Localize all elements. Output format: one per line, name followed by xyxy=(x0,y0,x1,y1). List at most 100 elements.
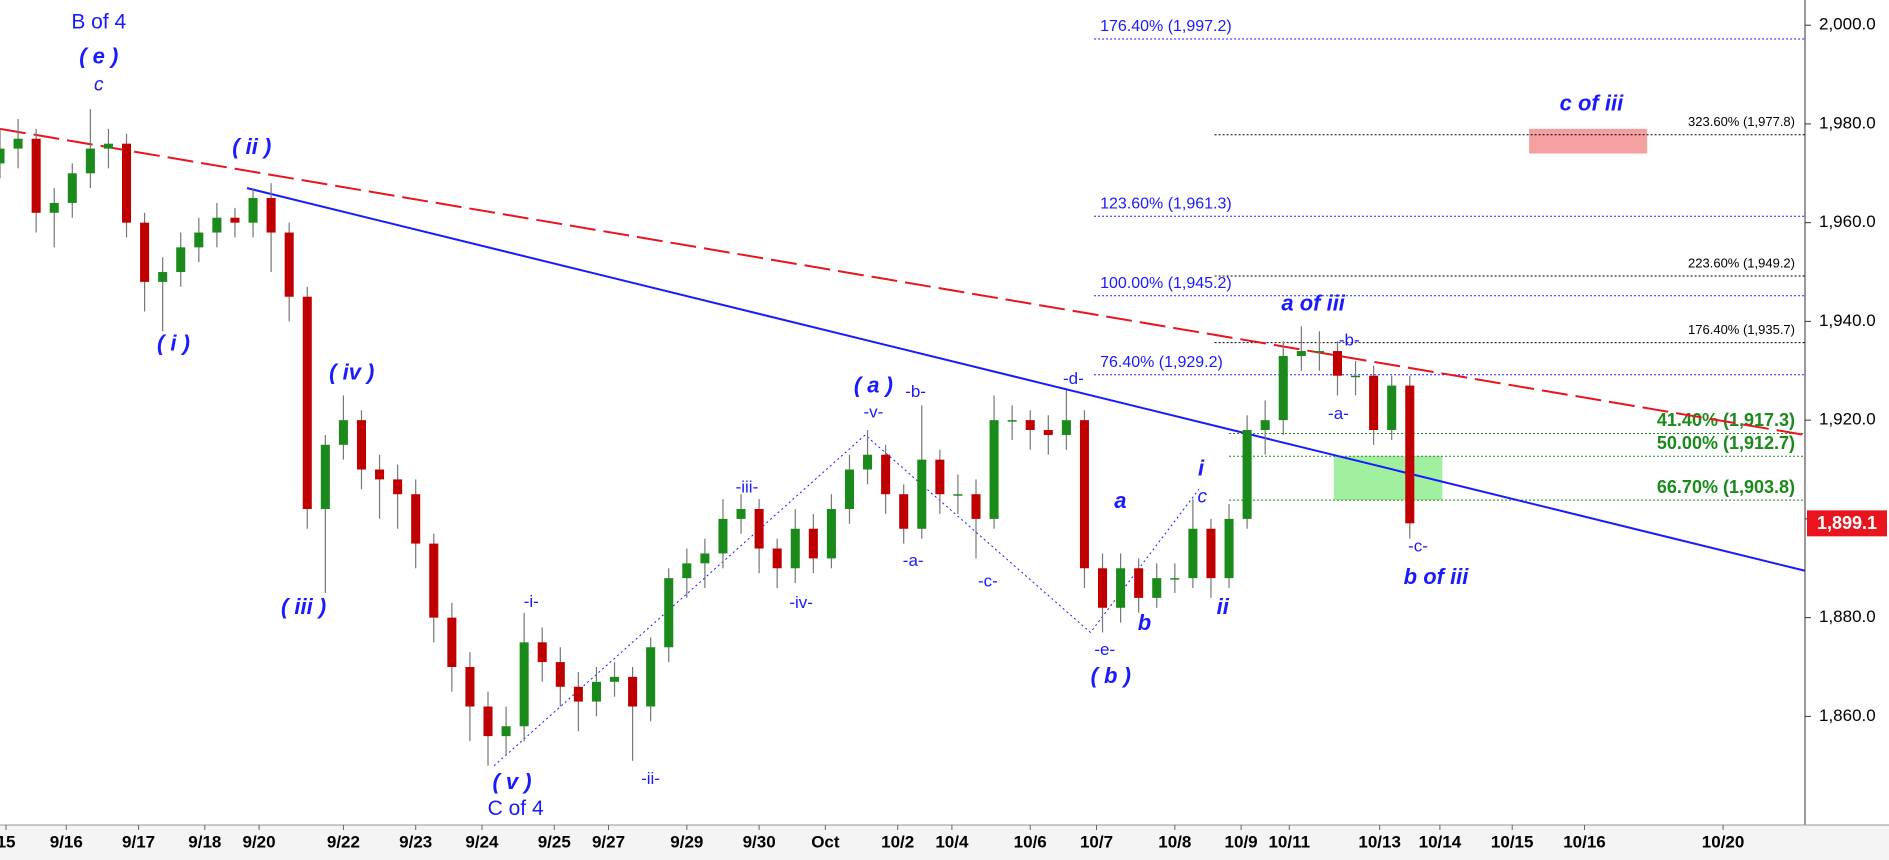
fib-level-label: 66.70% (1,903.8) xyxy=(1657,477,1795,497)
candle-body xyxy=(682,563,692,579)
x-tick-label: 9/17 xyxy=(122,832,155,851)
fib-level-label: 176.40% (1,997.2) xyxy=(1100,18,1232,35)
candle-body xyxy=(1278,355,1288,421)
candle-body xyxy=(718,518,728,554)
candle-body xyxy=(591,681,601,702)
x-tick-label: 9/16 xyxy=(50,832,83,851)
candle-body xyxy=(375,469,385,480)
x-tick-label: 10/14 xyxy=(1419,832,1462,851)
target-zone xyxy=(1529,128,1648,154)
y-tick-label: 1,980.0 xyxy=(1819,113,1876,132)
candle-body xyxy=(790,528,800,569)
candle-body xyxy=(1043,430,1053,435)
wave-label: i xyxy=(1198,456,1205,481)
candle-body xyxy=(1387,385,1397,431)
wave-label: -e- xyxy=(1094,640,1115,659)
candle-body xyxy=(284,232,294,297)
x-tick-label: 15 xyxy=(0,832,15,851)
wave-label: c xyxy=(1198,487,1208,508)
wave-label: -d- xyxy=(1063,369,1084,388)
x-tick-label: 10/11 xyxy=(1268,832,1310,851)
candle-body xyxy=(953,494,963,496)
last-price-label: 1,899.1 xyxy=(1817,513,1877,533)
wave-label: b xyxy=(1138,610,1151,635)
x-tick-label: 10/16 xyxy=(1563,832,1606,851)
candle-body xyxy=(772,548,782,569)
candle-body xyxy=(1314,351,1324,353)
candle-body xyxy=(1152,578,1162,598)
candle-body xyxy=(0,148,5,164)
wave-label: b of iii xyxy=(1404,564,1470,589)
fib-level-label: 123.60% (1,961.3) xyxy=(1100,195,1232,212)
x-axis-strip xyxy=(0,825,1889,860)
candle-body xyxy=(13,138,23,149)
fib-level-label: 323.60% (1,977.8) xyxy=(1688,114,1795,129)
x-tick-label: 10/15 xyxy=(1491,832,1534,851)
candle-body xyxy=(1116,568,1126,608)
x-tick-label: 9/25 xyxy=(538,832,571,851)
candle-body xyxy=(230,217,240,223)
y-tick-label: 2,000.0 xyxy=(1819,15,1876,34)
y-tick-label: 1,920.0 xyxy=(1819,410,1876,429)
candle-body xyxy=(628,676,638,707)
candle-body xyxy=(212,217,222,233)
x-tick-label: 9/29 xyxy=(670,832,703,851)
candle-body xyxy=(158,272,168,282)
candle-body xyxy=(338,420,348,445)
x-tick-label: 10/7 xyxy=(1080,832,1113,851)
wave-label: ( a ) xyxy=(854,373,893,398)
fib-level-label: 50.00% (1,912.7) xyxy=(1657,433,1795,453)
x-tick-label: 10/8 xyxy=(1158,832,1191,851)
candle-body xyxy=(266,197,276,233)
candle-body xyxy=(664,578,674,648)
wave-label: -iv- xyxy=(789,593,813,612)
candle-body xyxy=(935,459,945,495)
candle-body xyxy=(31,138,41,213)
candle-body xyxy=(248,197,258,223)
candle-body xyxy=(863,454,873,470)
fib-level-label: 223.60% (1,949.2) xyxy=(1688,255,1795,270)
fib-level-label: 100.00% (1,945.2) xyxy=(1100,275,1232,292)
candle-body xyxy=(1405,385,1415,524)
candle-body xyxy=(1007,420,1017,422)
y-tick-label: 1,940.0 xyxy=(1819,311,1876,330)
trendline xyxy=(246,187,1806,572)
candle-body xyxy=(393,479,403,495)
candle-body xyxy=(1369,375,1379,431)
candle-body xyxy=(483,706,493,737)
x-tick-label: 9/24 xyxy=(465,832,499,851)
candle-body xyxy=(1079,420,1089,569)
wave-label: -a- xyxy=(903,551,924,570)
wave-label: a of iii xyxy=(1281,291,1345,316)
x-tick-label: 9/20 xyxy=(243,832,276,851)
wave-label: -c- xyxy=(1408,536,1428,555)
candle-body xyxy=(1134,568,1144,598)
candle-body xyxy=(1242,430,1252,519)
candle-body xyxy=(519,642,529,727)
wave-label: ( e ) xyxy=(79,44,118,69)
candle-body xyxy=(1260,420,1270,431)
candle-body xyxy=(971,494,981,519)
last-price-tag xyxy=(1807,510,1887,537)
wave-label: -i- xyxy=(524,592,539,611)
wave-label: a xyxy=(1114,488,1126,513)
wave-label: c xyxy=(94,75,104,96)
wave-label: ( ii ) xyxy=(232,134,271,159)
candle-body xyxy=(103,143,113,149)
candle-body xyxy=(537,642,547,663)
candle-body xyxy=(356,420,367,470)
candle-body xyxy=(140,222,150,282)
wave-label: -ii- xyxy=(641,769,660,788)
candle-body xyxy=(1061,420,1071,435)
candle-body xyxy=(1224,518,1234,579)
candle-body xyxy=(700,553,710,564)
fib-level-label: 176.40% (1,935.7) xyxy=(1688,322,1795,337)
candle-body xyxy=(1188,528,1198,579)
wave-label: C of 4 xyxy=(488,797,544,820)
candle-body xyxy=(49,202,59,213)
candle-body xyxy=(1351,375,1361,378)
wave-label: -c- xyxy=(978,571,998,590)
wave-label: ( i ) xyxy=(157,330,190,355)
